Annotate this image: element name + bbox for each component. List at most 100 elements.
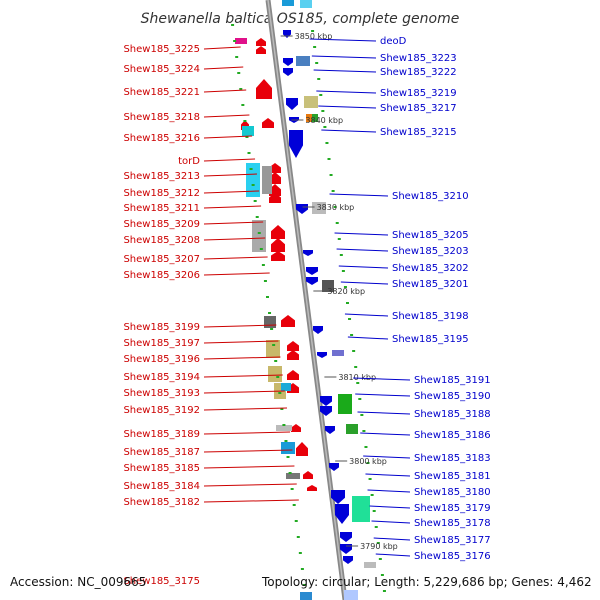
right-gene-label[interactable]: Shew185_3177 xyxy=(414,535,491,546)
left-gene-label[interactable]: Shew185_3208 xyxy=(123,235,200,246)
right-gene-label[interactable]: Shew185_3180 xyxy=(414,487,491,498)
right-label-leader xyxy=(336,248,389,252)
row-marker xyxy=(257,232,261,234)
right-gene-label[interactable]: Shew185_3210 xyxy=(392,191,469,202)
left-gene-label[interactable]: Shew185_3211 xyxy=(123,203,200,214)
genome-info-text: Topology: circular; Length: 5,229,686 bp… xyxy=(261,575,592,589)
reverse-gene-1 xyxy=(283,58,293,66)
right-gene-label[interactable]: Shew185_3179 xyxy=(414,503,491,514)
left-label-leader xyxy=(203,356,281,360)
left-gene-label[interactable]: torD xyxy=(178,156,200,167)
right-gene-label[interactable]: Shew185_3195 xyxy=(392,334,469,345)
right-gene-label[interactable]: Shew185_3201 xyxy=(392,279,469,290)
right-gene-label[interactable]: deoD xyxy=(380,36,407,47)
right-label-leader xyxy=(353,377,411,381)
right-gene-label[interactable]: Shew185_3223 xyxy=(380,53,457,64)
forward-gene-0 xyxy=(256,38,266,46)
row-marker xyxy=(339,254,343,256)
left-gene-label[interactable]: Shew185_3194 xyxy=(123,372,200,383)
feature-block-9 xyxy=(262,166,272,194)
left-gene-label[interactable]: Shew185_3199 xyxy=(123,322,200,333)
right-gene-label[interactable]: Shew185_3178 xyxy=(414,518,491,529)
feature-block-12 xyxy=(322,280,334,292)
left-gene-label[interactable]: Shew185_3184 xyxy=(123,481,200,492)
left-gene-label[interactable]: Shew185_3225 xyxy=(123,44,200,55)
left-gene-label[interactable]: Shew185_3218 xyxy=(123,112,200,123)
reverse-gene-7 xyxy=(303,250,313,256)
left-gene-label[interactable]: Shew185_3193 xyxy=(123,388,200,399)
row-marker xyxy=(374,526,378,528)
right-gene-label[interactable]: Shew185_3188 xyxy=(414,409,491,420)
left-gene-label[interactable]: Shew185_3175 xyxy=(123,576,200,587)
left-gene-label[interactable]: Shew185_3187 xyxy=(123,447,200,458)
left-gene-label[interactable]: Shew185_3196 xyxy=(123,354,200,365)
left-gene-label[interactable]: Shew185_3224 xyxy=(123,64,200,75)
row-marker xyxy=(319,94,323,96)
left-label-leader xyxy=(203,256,268,260)
left-gene-label[interactable]: Shew185_3216 xyxy=(123,133,200,144)
row-marker xyxy=(370,494,374,496)
feature-block-14 xyxy=(266,340,280,358)
left-label-leader xyxy=(203,272,270,276)
feature-block-27 xyxy=(300,592,312,600)
right-gene-label[interactable]: Shew185_3205 xyxy=(392,230,469,241)
left-label-leader xyxy=(203,431,291,435)
left-label-leader xyxy=(203,190,260,194)
left-label-leader xyxy=(203,205,262,209)
row-marker xyxy=(343,286,347,288)
row-marker xyxy=(331,190,335,192)
left-gene-label[interactable]: Shew185_3212 xyxy=(123,188,200,199)
left-gene-label[interactable]: Shew185_3185 xyxy=(123,463,200,474)
feature-block-4 xyxy=(304,96,318,108)
row-marker xyxy=(270,328,274,330)
left-gene-label[interactable]: Shew185_3213 xyxy=(123,171,200,182)
row-marker xyxy=(272,344,276,346)
left-gene-label[interactable]: Shew185_3221 xyxy=(123,87,200,98)
feature-block-3 xyxy=(296,56,310,66)
left-gene-label[interactable]: Shew185_3206 xyxy=(123,270,200,281)
genome-backbone-highlight xyxy=(267,0,346,600)
right-label-leader xyxy=(365,473,411,477)
row-marker xyxy=(323,126,327,128)
tick-label: 3800 kbp xyxy=(349,457,387,466)
reverse-gene-15 xyxy=(329,463,339,471)
row-marker xyxy=(333,206,337,208)
left-gene-label[interactable]: Shew185_3189 xyxy=(123,429,200,440)
left-gene-label[interactable]: Shew185_3209 xyxy=(123,219,200,230)
row-marker xyxy=(249,168,253,170)
right-label-leader xyxy=(344,313,389,317)
row-marker xyxy=(325,142,329,144)
right-gene-label[interactable]: Shew185_3222 xyxy=(380,67,457,78)
left-gene-label[interactable]: Shew185_3192 xyxy=(123,405,200,416)
row-marker xyxy=(237,72,241,74)
row-marker xyxy=(278,392,282,394)
right-gene-label[interactable]: Shew185_3203 xyxy=(392,246,469,257)
right-gene-label[interactable]: Shew185_3181 xyxy=(414,471,491,482)
left-gene-label[interactable]: Shew185_3207 xyxy=(123,254,200,265)
gene-labels: Shew185_3225 Shew185_3224 Shew185_3221 Shew… xyxy=(123,36,490,587)
right-gene-label[interactable]: Shew185_3191 xyxy=(414,375,491,386)
right-gene-label[interactable]: Shew185_3176 xyxy=(414,551,491,562)
right-gene-label[interactable]: Shew185_3183 xyxy=(414,453,491,464)
row-marker xyxy=(366,462,370,464)
row-marker xyxy=(294,520,298,522)
feature-block-0 xyxy=(235,38,247,44)
row-marker xyxy=(259,248,263,250)
right-gene-label[interactable]: Shew185_3186 xyxy=(414,430,491,441)
forward-gene-18 xyxy=(296,442,308,456)
right-gene-label[interactable]: Shew185_3198 xyxy=(392,311,469,322)
left-label-leader xyxy=(203,158,256,162)
row-marker xyxy=(286,456,290,458)
left-gene-label[interactable]: Shew185_3197 xyxy=(123,338,200,349)
right-gene-label[interactable]: Shew185_3215 xyxy=(380,127,457,138)
reverse-gene-13 xyxy=(320,406,332,416)
right-gene-label[interactable]: Shew185_3217 xyxy=(380,103,457,114)
reverse-gene-2 xyxy=(283,68,293,76)
reverse-gene-14 xyxy=(325,426,335,434)
right-gene-label[interactable]: Shew185_3202 xyxy=(392,263,469,274)
left-gene-label[interactable]: Shew185_3182 xyxy=(123,497,200,508)
right-gene-label[interactable]: Shew185_3190 xyxy=(414,391,491,402)
right-gene-label[interactable]: Shew185_3219 xyxy=(380,88,457,99)
